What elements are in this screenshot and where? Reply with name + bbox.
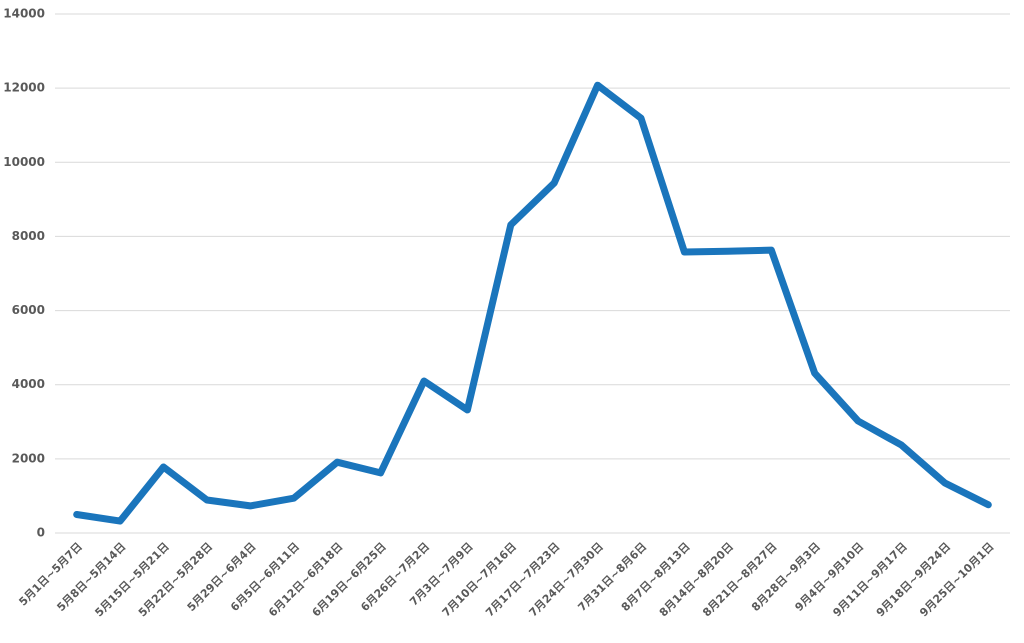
x-tick-label: 7月24日~7月30日 [527,540,606,619]
x-tick-label: 7月10日~7月16日 [440,540,519,619]
x-tick-label: 9月25日~10月1日 [917,540,996,619]
y-tick-label: 6000 [12,303,45,317]
x-tick-label: 5月15日~5月21日 [92,540,171,619]
y-tick-label: 8000 [12,229,45,243]
y-tick-label: 14000 [3,7,45,21]
y-tick-label: 0 [37,526,45,540]
x-tick-label: 6月19日~6月25日 [310,540,389,619]
x-tick-label: 8月14日~8月20日 [657,540,736,619]
x-tick-label: 5月22日~5月28日 [136,540,215,619]
data-line [73,81,992,525]
x-tick-label: 9月18日~9月24日 [874,540,953,619]
x-tick-label: 6月12日~6月18日 [266,540,345,619]
y-tick-label: 4000 [12,377,45,391]
x-tick-label: 7月17日~7月23日 [483,540,562,619]
y-tick-label: 12000 [3,81,45,95]
y-tick-label: 10000 [3,155,45,169]
x-tick-label: 9月11日~9月17日 [830,540,909,619]
y-tick-label: 2000 [12,451,45,465]
x-tick-label: 8月21日~8月27日 [700,540,779,619]
